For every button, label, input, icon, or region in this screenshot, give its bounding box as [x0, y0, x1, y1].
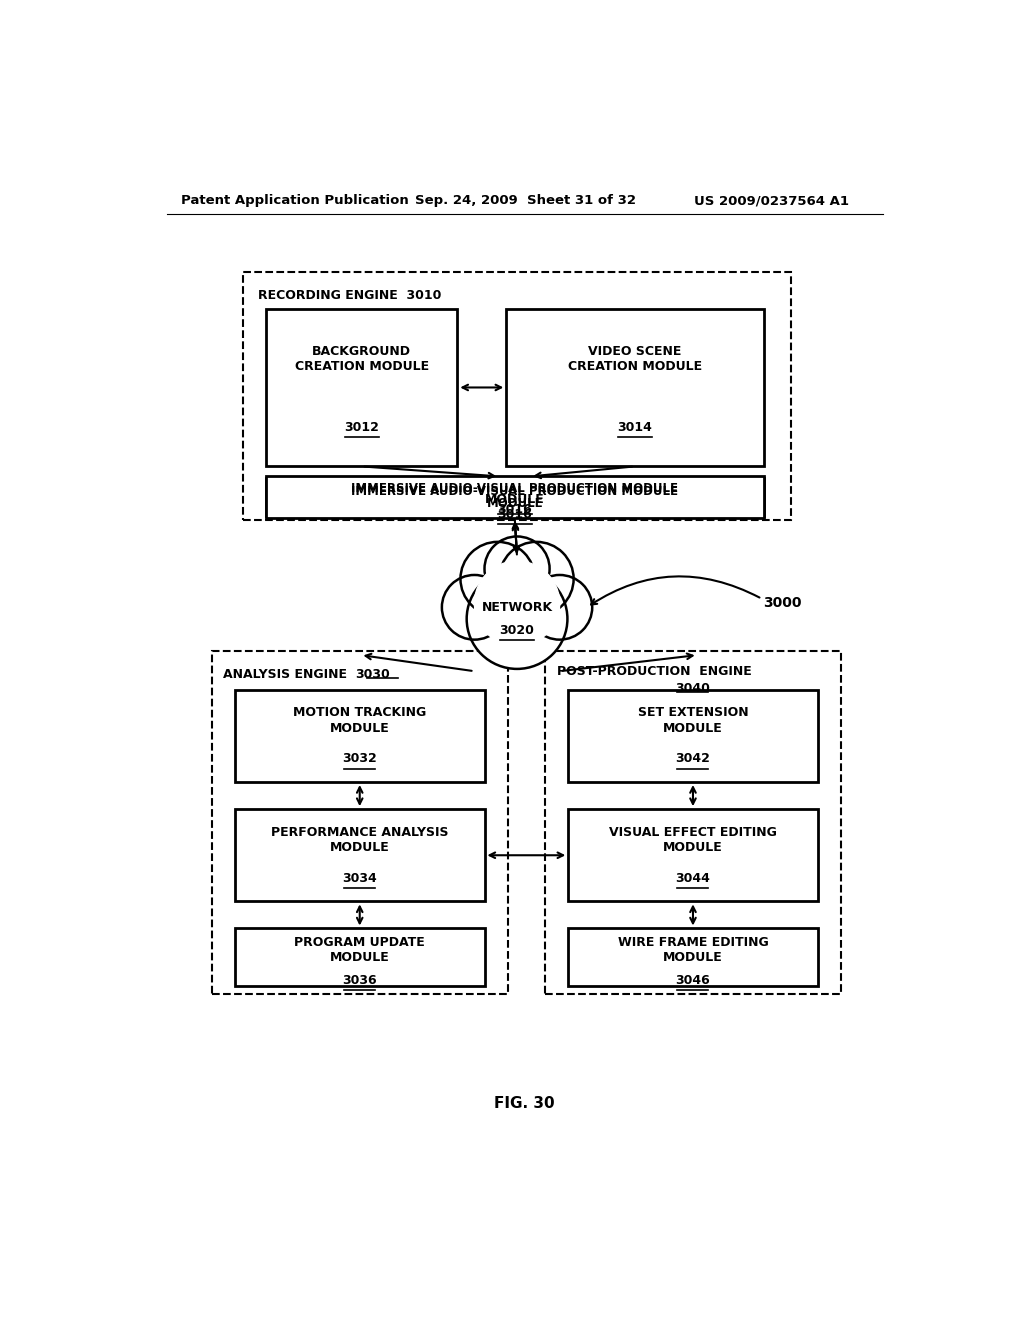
Text: 3030: 3030	[355, 668, 390, 681]
Bar	[266, 309, 458, 466]
Bar	[212, 651, 508, 994]
Text: PERFORMANCE ANALYSIS
MODULE: PERFORMANCE ANALYSIS MODULE	[271, 826, 449, 854]
Text: 3040: 3040	[676, 682, 711, 696]
Bar	[568, 928, 818, 986]
Text: POST-PRODUCTION  ENGINE: POST-PRODUCTION ENGINE	[557, 665, 752, 678]
Text: MOTION TRACKING
MODULE: MOTION TRACKING MODULE	[293, 706, 426, 734]
Bar	[234, 809, 484, 902]
Text: VIDEO SCENE
CREATION MODULE: VIDEO SCENE CREATION MODULE	[567, 345, 701, 372]
Text: FIG. 30: FIG. 30	[495, 1097, 555, 1111]
Text: 3042: 3042	[676, 752, 711, 766]
Bar	[266, 478, 764, 516]
Text: MODULE: MODULE	[486, 496, 543, 510]
Text: 3034: 3034	[342, 871, 377, 884]
Text: SET EXTENSION
MODULE: SET EXTENSION MODULE	[638, 706, 749, 734]
Text: 3012: 3012	[344, 421, 379, 434]
Text: IMMERSIVE AUDIO-VISUAL PRODUCTION MODULE: IMMERSIVE AUDIO-VISUAL PRODUCTION MODULE	[351, 486, 678, 499]
Bar	[234, 690, 484, 781]
Text: 3044: 3044	[676, 871, 711, 884]
Text: RECORDING ENGINE  3010: RECORDING ENGINE 3010	[258, 289, 441, 302]
Circle shape	[474, 561, 560, 645]
Text: 3036: 3036	[342, 974, 377, 987]
Bar	[234, 928, 484, 986]
Text: 3020: 3020	[500, 624, 535, 638]
Text: 3016: 3016	[498, 508, 532, 521]
Text: 3014: 3014	[617, 421, 652, 434]
Bar	[243, 272, 791, 520]
Text: WIRE FRAME EDITING
MODULE: WIRE FRAME EDITING MODULE	[617, 936, 768, 964]
Text: 3046: 3046	[676, 974, 711, 987]
Bar	[568, 690, 818, 781]
Bar	[266, 477, 764, 517]
Circle shape	[467, 569, 567, 669]
Bar	[545, 651, 841, 994]
Circle shape	[461, 543, 535, 616]
Text: ANALYSIS ENGINE: ANALYSIS ENGINE	[223, 668, 347, 681]
Text: PROGRAM UPDATE
MODULE: PROGRAM UPDATE MODULE	[294, 936, 425, 964]
Text: US 2009/0237564 A1: US 2009/0237564 A1	[693, 194, 849, 207]
Text: NETWORK: NETWORK	[481, 601, 553, 614]
Circle shape	[500, 543, 573, 616]
Circle shape	[484, 536, 550, 601]
Text: BACKGROUND
CREATION MODULE: BACKGROUND CREATION MODULE	[295, 345, 429, 372]
Text: IMMERSIVE AUDIO-VISUAL PRODUCTION MODULE: IMMERSIVE AUDIO-VISUAL PRODUCTION MODULE	[351, 482, 678, 495]
Text: 3032: 3032	[342, 752, 377, 766]
Circle shape	[442, 576, 507, 640]
Text: Sep. 24, 2009  Sheet 31 of 32: Sep. 24, 2009 Sheet 31 of 32	[415, 194, 636, 207]
Circle shape	[527, 576, 592, 640]
Text: 3000: 3000	[764, 597, 802, 610]
Text: MODULE: MODULE	[484, 492, 545, 506]
Bar	[568, 809, 818, 902]
Ellipse shape	[474, 585, 560, 638]
Text: 3016: 3016	[498, 503, 532, 516]
Bar	[506, 309, 764, 466]
Text: Patent Application Publication: Patent Application Publication	[180, 194, 409, 207]
Text: VISUAL EFFECT EDITING
MODULE: VISUAL EFFECT EDITING MODULE	[609, 826, 777, 854]
